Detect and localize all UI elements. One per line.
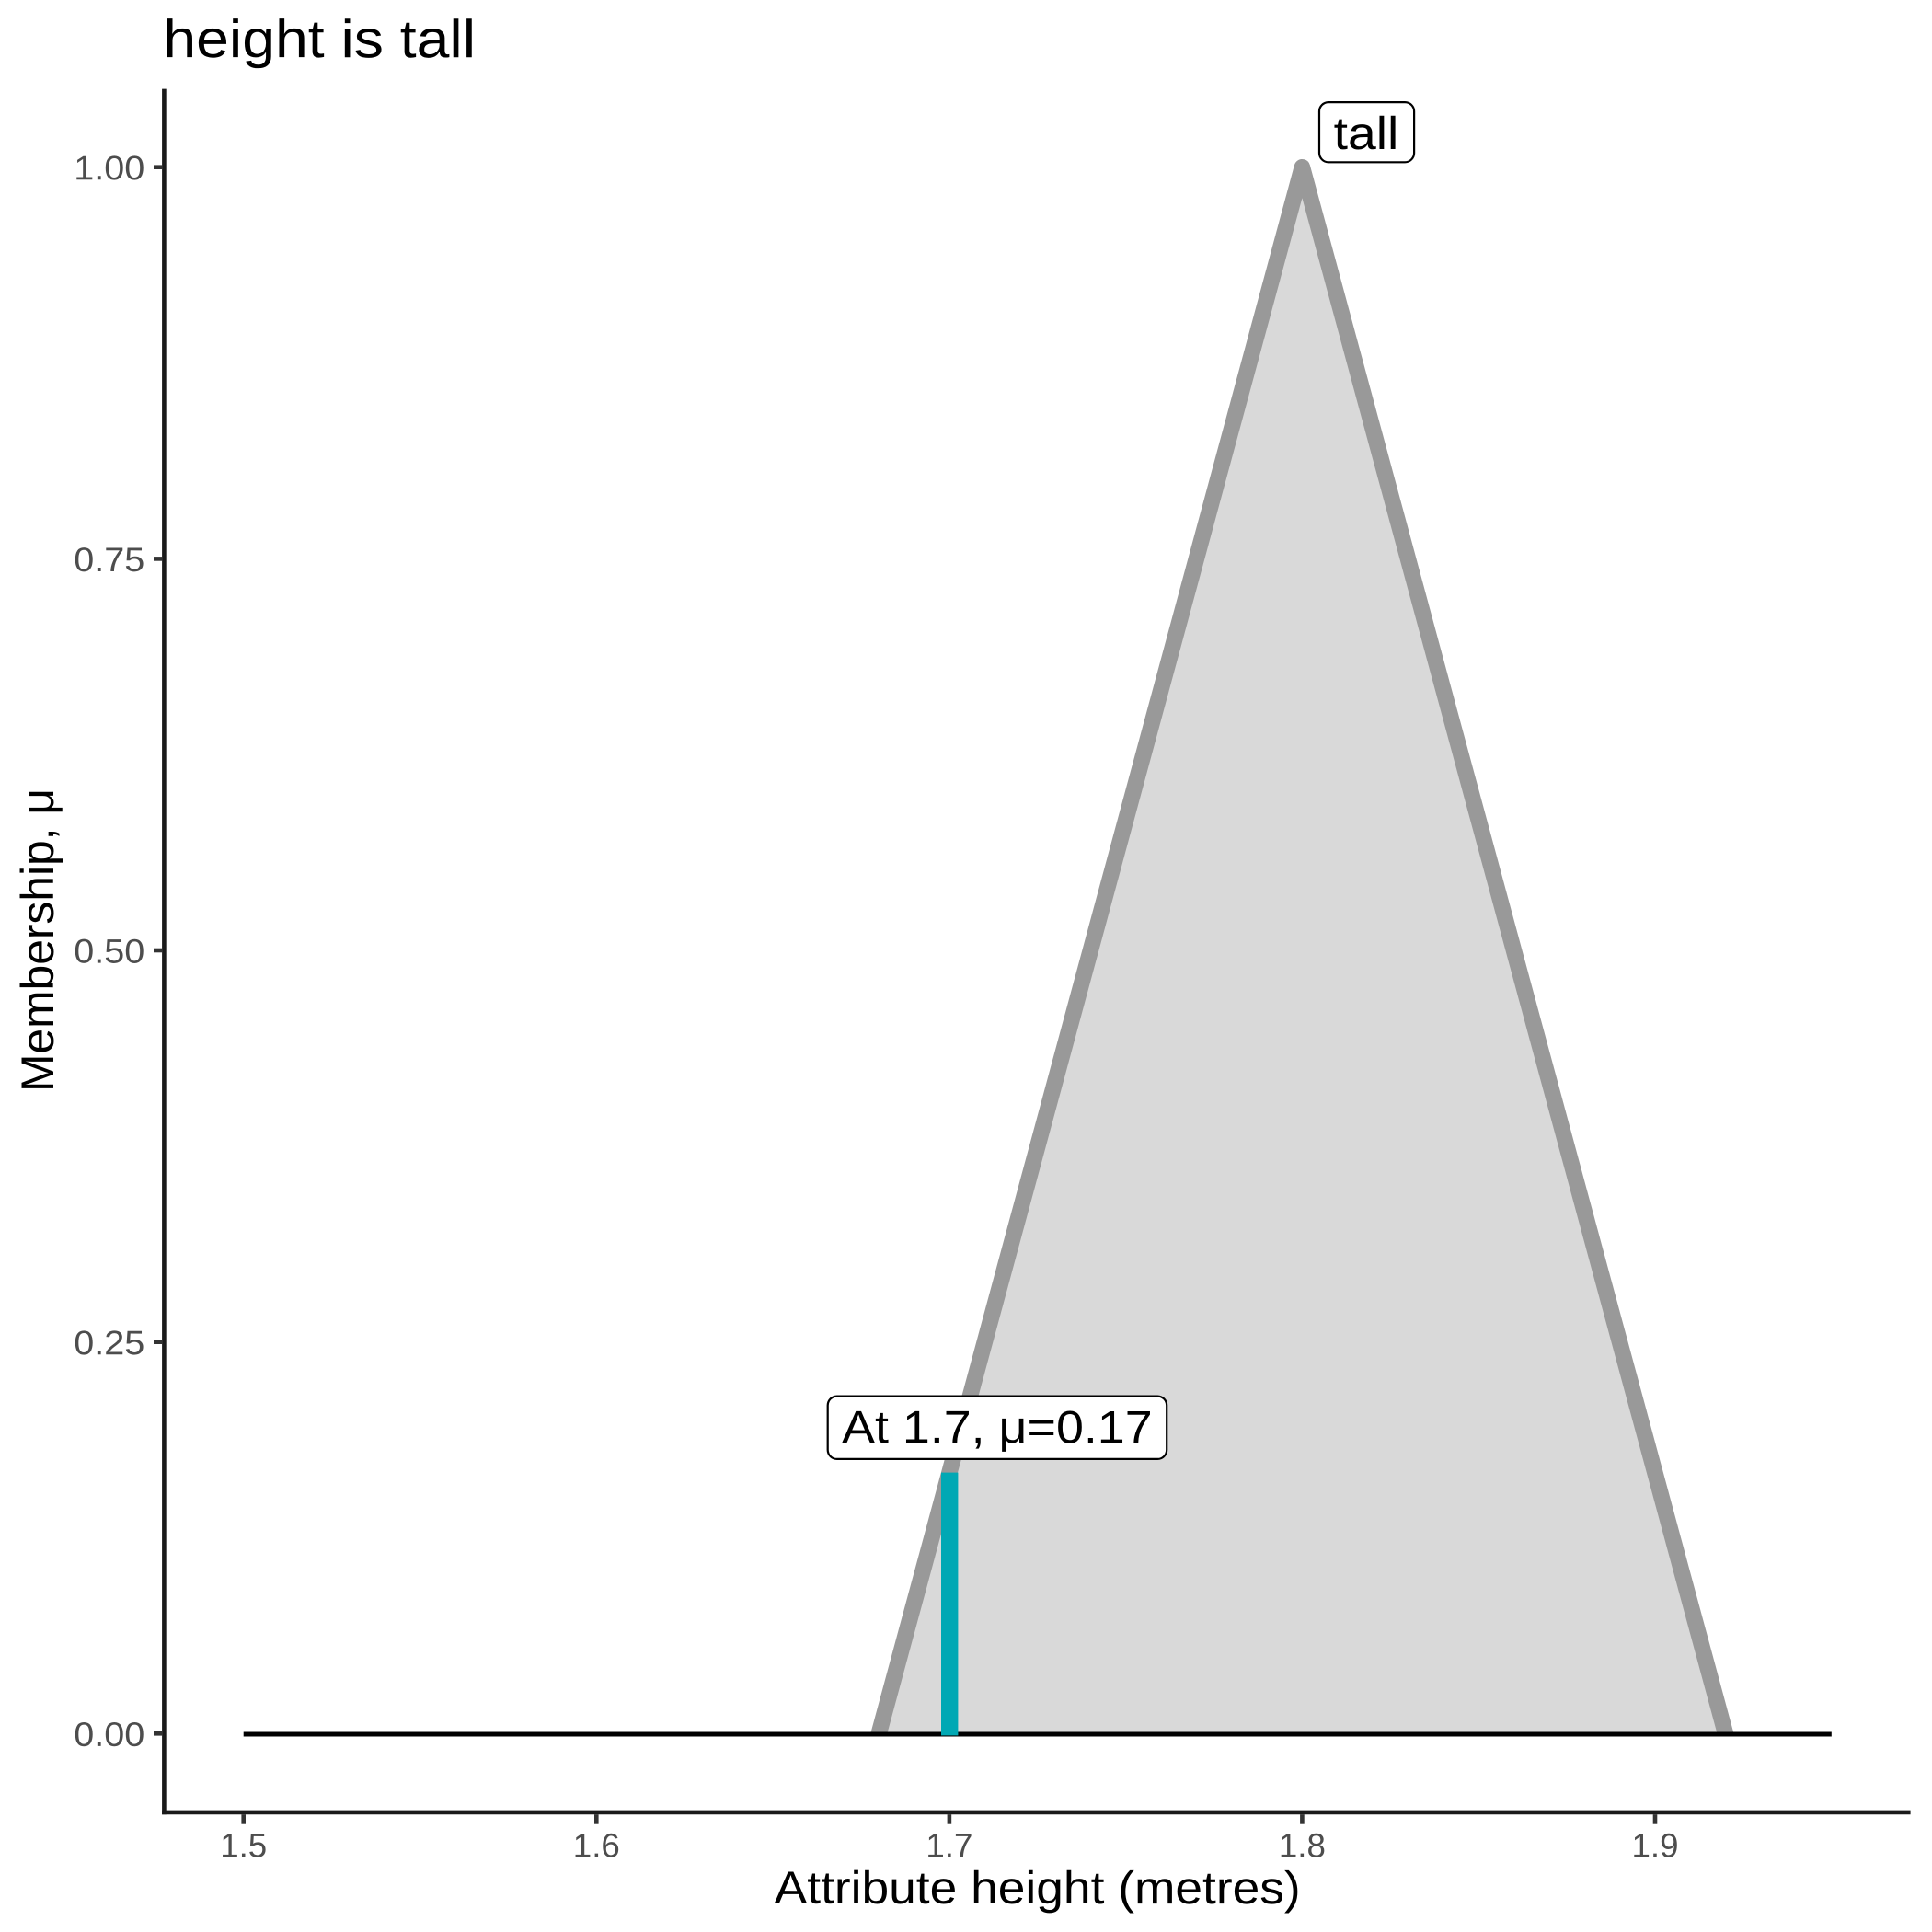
svg-text:1.9: 1.9 [1631,1827,1678,1865]
svg-text:tall: tall [1334,108,1399,159]
svg-text:0.25: 0.25 [74,1324,144,1362]
svg-text:0.75: 0.75 [74,541,144,579]
svg-text:1.8: 1.8 [1279,1827,1326,1865]
svg-text:Attribute height (metres): Attribute height (metres) [775,1862,1301,1914]
svg-text:1.5: 1.5 [220,1827,267,1865]
svg-text:height is tall: height is tall [163,9,476,69]
svg-text:Membership, μ: Membership, μ [12,788,63,1092]
svg-text:1.6: 1.6 [573,1827,620,1865]
svg-text:0.00: 0.00 [74,1716,144,1754]
svg-text:1.7: 1.7 [926,1827,972,1865]
svg-text:1.00: 1.00 [74,149,144,187]
svg-text:0.50: 0.50 [74,933,144,971]
svg-text:At 1.7, μ=0.17: At 1.7, μ=0.17 [842,1401,1153,1453]
